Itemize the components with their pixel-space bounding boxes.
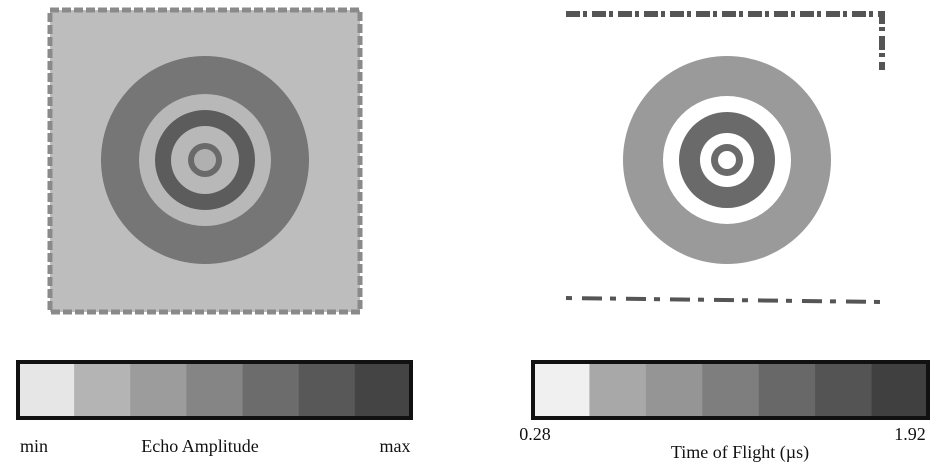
colorbar-swatch	[533, 362, 590, 418]
colorbar-max-label: 1.92	[894, 424, 926, 444]
colorbars	[18, 362, 929, 418]
colorbar-swatch	[186, 362, 243, 418]
echo-amplitude-image	[50, 10, 360, 312]
colorbar-swatch	[589, 362, 646, 418]
colorbar-swatch	[243, 362, 300, 418]
colorbar-min-label: 0.28	[519, 424, 551, 444]
colorbar-swatch	[130, 362, 187, 418]
colorbar-swatch	[759, 362, 816, 418]
colorbar-swatch	[702, 362, 759, 418]
time-of-flight-image	[566, 14, 882, 302]
colorbar-title: Time of Flight (µs)	[671, 442, 809, 463]
ring	[718, 151, 736, 169]
colorbar-swatch	[18, 362, 75, 418]
colorbar-max-label: max	[380, 436, 411, 456]
colorbar-swatch	[872, 362, 929, 418]
figure: min Echo Amplitude max 0.28 Time of Flig…	[0, 0, 938, 469]
colorbar-swatch	[815, 362, 872, 418]
ring	[194, 149, 216, 171]
colorbar-swatch	[355, 362, 412, 418]
colorbar-swatch	[299, 362, 356, 418]
colorbar-swatch	[646, 362, 703, 418]
colorbar-swatch	[74, 362, 131, 418]
colorbar-min-label: min	[20, 436, 48, 456]
colorbar-title: Echo Amplitude	[141, 436, 258, 456]
specimen-edge	[566, 298, 882, 302]
